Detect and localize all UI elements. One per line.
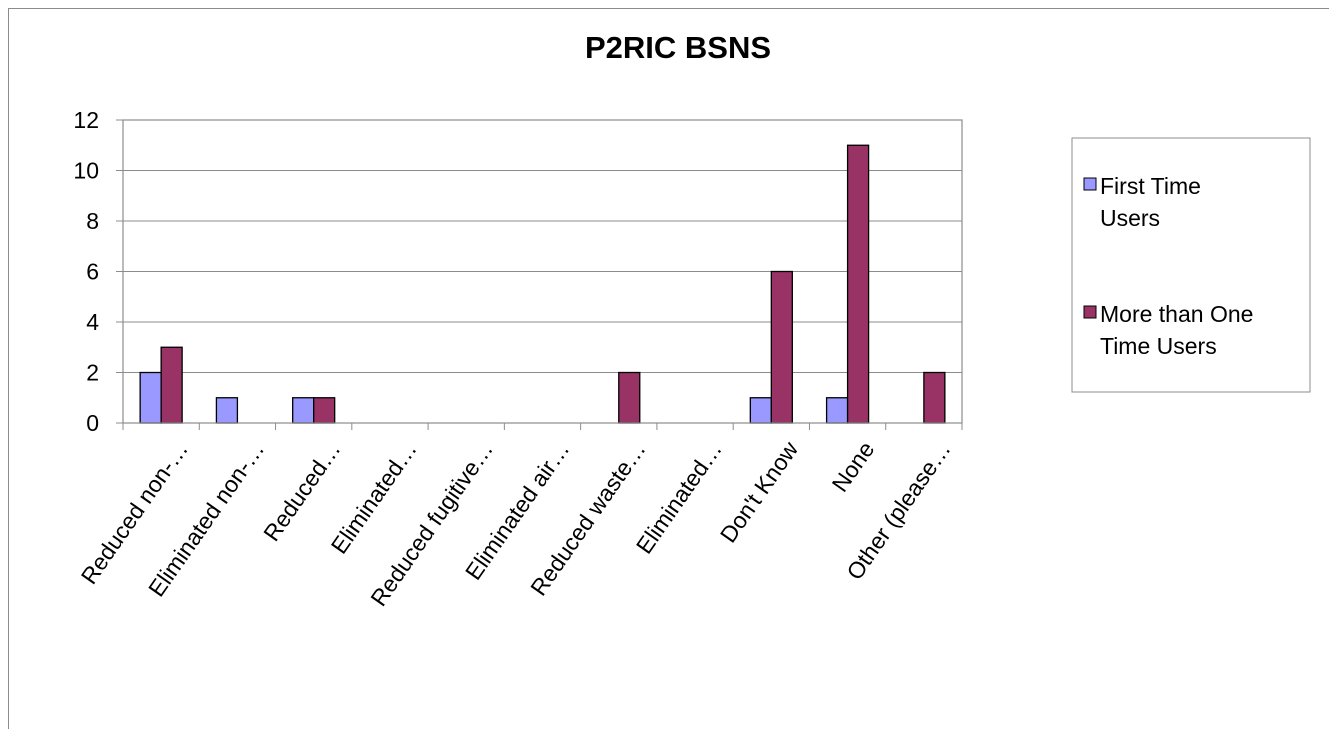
y-tick-label: 4 [86, 309, 99, 335]
x-tick-label: Don't Know [715, 436, 804, 547]
bar-first-time-1 [215, 397, 239, 424]
bar-more-than-one-6 [618, 371, 641, 424]
bar-first-time-0 [139, 371, 162, 424]
bar-first-time-9 [825, 397, 849, 424]
y-tick-label: 12 [73, 107, 99, 133]
x-tick-label: None [827, 437, 880, 497]
legend: First Time Users More than One Time User… [1071, 137, 1311, 393]
gridlines [123, 119, 962, 373]
bar-first-time-2 [292, 397, 315, 424]
x-axis-ticks: Reduced non-…Eliminated non-…Reduced…Eli… [76, 423, 963, 611]
legend-box [1071, 137, 1311, 393]
chart-title: P2RIC BSNS [585, 30, 771, 65]
y-tick-label: 2 [86, 360, 99, 386]
y-tick-label: 6 [86, 259, 99, 285]
x-tick-label: Reduced… [258, 437, 345, 546]
legend-label-first-time-line1: First Time [1100, 173, 1201, 199]
axes [122, 119, 963, 424]
legend-label-first-time-line2: Users [1100, 205, 1160, 231]
legend-label-more-than-one-line1: More than One [1100, 301, 1253, 327]
y-tick-label: 0 [86, 410, 99, 436]
legend-item-more-than-one: More than One Time Users [1083, 301, 1253, 359]
y-tick-label: 8 [86, 208, 99, 234]
legend-swatch-first-time [1083, 177, 1097, 191]
bar-first-time-8 [749, 397, 772, 424]
bar-more-than-one-10 [923, 371, 946, 424]
plot-area-border [122, 119, 963, 424]
bar-more-than-one-2 [313, 397, 336, 424]
y-tick-label: 10 [73, 158, 99, 184]
bar-more-than-one-9 [846, 144, 870, 424]
legend-item-first-time: First Time Users [1083, 173, 1201, 231]
legend-label-more-than-one-line2: Time Users [1100, 333, 1217, 359]
bar-more-than-one-8 [770, 270, 793, 424]
y-axis-ticks: 0 2 4 6 8 10 12 [73, 107, 123, 436]
chart-frame [8, 8, 1329, 729]
bar-more-than-one-0 [160, 346, 183, 424]
legend-swatch-more-than-one [1083, 305, 1097, 319]
bars [139, 144, 946, 424]
